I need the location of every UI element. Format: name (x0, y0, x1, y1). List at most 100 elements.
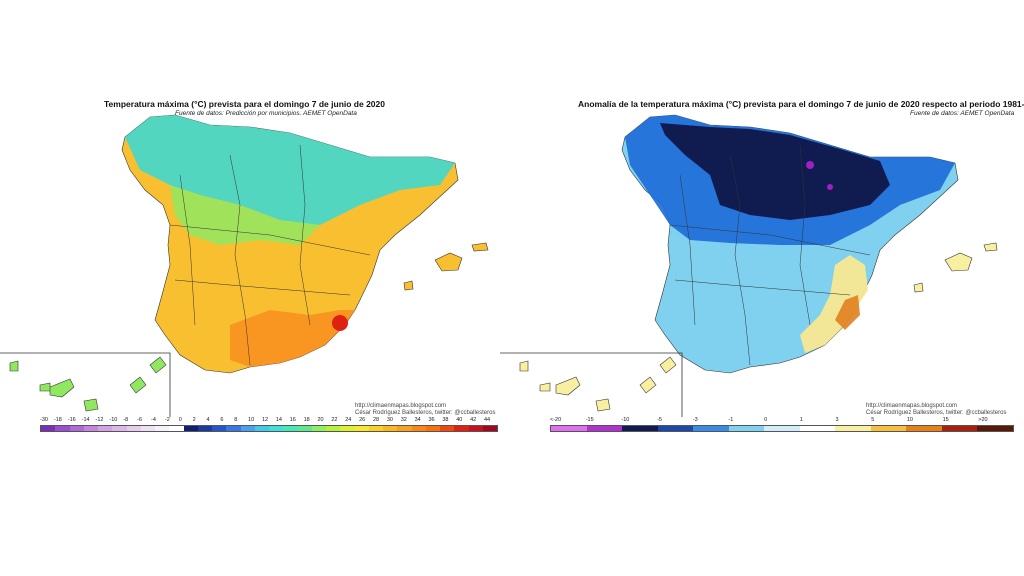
legend-swatch (126, 426, 141, 431)
legend-label: -4 (151, 417, 156, 423)
anomaly-extreme-spot (806, 161, 814, 169)
legend-swatch (397, 426, 412, 431)
legend-swatch (311, 426, 326, 431)
legend-label: 10 (248, 417, 255, 423)
legend-swatch (468, 426, 483, 431)
legend-label: -30 (40, 417, 48, 423)
legend-color-bar (550, 425, 1014, 432)
credit-url: http://climaenmapas.blogspot.com (355, 403, 447, 409)
legend-swatch (169, 426, 184, 431)
province-borders (669, 144, 871, 366)
legend-label: <-20 (550, 417, 562, 423)
legend-swatch (906, 426, 942, 431)
legend-swatch (212, 426, 227, 431)
anomaly-map-panel: Anomalía de la temperatura máxima (°C) p… (500, 95, 1024, 435)
balearic-mallorca (944, 252, 973, 272)
central-mild-zone (170, 185, 320, 245)
legend-label: -1 (728, 417, 734, 423)
legend-swatch (482, 426, 497, 431)
hot-spot (332, 315, 348, 331)
legend-swatch (977, 426, 1013, 431)
north-cool-zone (125, 115, 455, 225)
legend-swatch (368, 426, 383, 431)
southeast-hot-zone (230, 310, 355, 367)
legend-color-bar (40, 425, 498, 432)
legend-label: 6 (220, 417, 224, 423)
legend-label: 0 (178, 417, 182, 423)
legend-swatch (454, 426, 469, 431)
legend-label: 3 (835, 417, 839, 423)
legend-swatch (41, 426, 56, 431)
legend-swatch (835, 426, 871, 431)
spain-anomaly-map (500, 114, 998, 417)
legend-label: 18 (303, 417, 310, 423)
legend-label: 22 (331, 417, 338, 423)
left-map-title: Temperatura máxima (°C) prevista para el… (104, 99, 385, 109)
legend-swatch (693, 426, 729, 431)
legend-label: 36 (428, 417, 435, 423)
credit-author: César Rodríguez Ballesteros, twitter: @c… (866, 410, 1007, 416)
legend-swatch (425, 426, 440, 431)
anomaly-warm-zone (800, 255, 868, 353)
right-map-source: Fuente de datos: AEMET OpenData (910, 110, 1015, 117)
legend-swatch (764, 426, 800, 431)
legend-label: 14 (275, 417, 282, 423)
legend-label: 0 (764, 417, 768, 423)
legend-swatch (728, 426, 765, 431)
legend-swatch (440, 426, 455, 431)
balearic-menorca (471, 242, 489, 252)
legend-swatch (551, 426, 587, 431)
legend-label: 42 (470, 417, 477, 423)
legend-swatch (69, 426, 84, 431)
legend-label: -3 (692, 417, 698, 423)
canary-inset-border (500, 352, 683, 417)
balearic-ibiza (403, 280, 414, 291)
legend-label: 5 (871, 417, 875, 423)
legend-swatch (197, 426, 212, 431)
legend-swatch (269, 426, 284, 431)
anomaly-hot-zone (835, 295, 860, 330)
legend-swatch (183, 426, 198, 431)
legend-swatch (411, 426, 426, 431)
legend-swatch (941, 426, 978, 431)
legend-label: 10 (906, 417, 913, 423)
legend-swatch (383, 426, 398, 431)
legend-swatch (799, 426, 836, 431)
legend-label: 1 (799, 417, 803, 423)
legend-label: 38 (442, 417, 449, 423)
legend-label: -12 (95, 417, 104, 423)
legend-swatch (98, 426, 113, 431)
legend-label: -15 (585, 417, 594, 423)
right-map-title: Anomalía de la temperatura máxima (°C) p… (578, 99, 1024, 109)
legend-labels: <-20 -15 -10 -5 -3 -1 0 1 3 5 10 15 >20 (550, 417, 1014, 425)
legend-swatch (622, 426, 658, 431)
legend-label: 40 (456, 417, 463, 423)
legend-label: -6 (137, 417, 143, 423)
legend-labels: -30 -18 -16 -14 -12 -10 -8 -6 -4 -2 0 2 4 6 8 10 12 14 16 1… (40, 417, 498, 425)
canary-islands (9, 356, 167, 412)
left-map-credit: http://climaenmapas.blogspot.com César R… (355, 403, 495, 417)
legend-swatch (340, 426, 355, 431)
legend-swatch (354, 426, 369, 431)
legend-swatch (55, 426, 70, 431)
legend-label: 26 (359, 417, 366, 423)
balearic-ibiza (913, 282, 924, 293)
legend-label: 8 (234, 417, 238, 423)
legend-swatch (326, 426, 341, 431)
legend-label: -16 (67, 417, 76, 423)
legend-label: 28 (373, 417, 380, 423)
legend-swatch (83, 426, 98, 431)
legend-label: -8 (123, 417, 129, 423)
legend-swatch (140, 426, 155, 431)
province-borders (169, 144, 371, 366)
right-color-legend: <-20 -15 -10 -5 -3 -1 0 1 3 5 10 15 >20 (550, 417, 1014, 433)
legend-label: 30 (386, 417, 393, 423)
legend-label: 32 (400, 417, 407, 423)
legend-label: 24 (345, 417, 352, 423)
legend-label: 16 (289, 417, 296, 423)
legend-swatch (112, 426, 127, 431)
left-color-legend: -30 -18 -16 -14 -12 -10 -8 -6 -4 -2 0 2 4 6 8 10 12 14 16 1… (40, 417, 498, 433)
anomaly-extreme-spot (827, 184, 833, 190)
legend-label: 4 (206, 417, 210, 423)
credit-author: César Rodríguez Ballesteros, twitter: @c… (355, 410, 496, 416)
